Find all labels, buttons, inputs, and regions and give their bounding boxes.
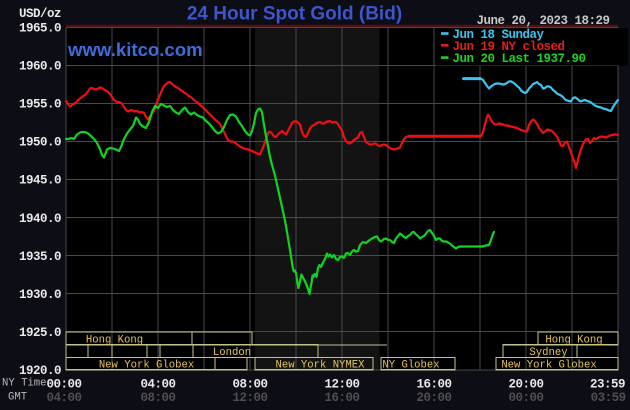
svg-text:12:00: 12:00 xyxy=(232,391,267,405)
svg-text:16:00: 16:00 xyxy=(416,378,451,392)
svg-text:New York NYMEX: New York NYMEX xyxy=(275,359,365,371)
svg-text:USD/oz: USD/oz xyxy=(19,7,61,21)
svg-text:www.kitco.com: www.kitco.com xyxy=(67,39,203,60)
svg-text:04:00: 04:00 xyxy=(46,391,81,405)
svg-text:Jun 19 NY closed: Jun 19 NY closed xyxy=(453,40,565,54)
svg-text:20:00: 20:00 xyxy=(416,391,451,405)
svg-text:1920.0: 1920.0 xyxy=(19,364,61,378)
svg-text:Hong Kong: Hong Kong xyxy=(86,335,143,347)
svg-text:23:59: 23:59 xyxy=(590,378,625,392)
svg-text:1955.0: 1955.0 xyxy=(19,98,61,112)
svg-text:08:00: 08:00 xyxy=(140,391,175,405)
svg-text:NY Time: NY Time xyxy=(2,378,47,390)
svg-text:16:00: 16:00 xyxy=(324,391,359,405)
svg-text:Jun 18 Sunday: Jun 18 Sunday xyxy=(453,28,545,42)
svg-text:NY Globex: NY Globex xyxy=(382,359,439,371)
svg-text:New York Globex: New York Globex xyxy=(99,359,194,371)
svg-text:June 20, 2023 18:29: June 20, 2023 18:29 xyxy=(477,14,610,28)
svg-text:GMT: GMT xyxy=(8,392,27,404)
svg-text:1925.0: 1925.0 xyxy=(19,326,61,340)
svg-text:00:00: 00:00 xyxy=(508,391,543,405)
svg-text:24 Hour Spot Gold (Bid): 24 Hour Spot Gold (Bid) xyxy=(187,3,402,24)
svg-text:08:00: 08:00 xyxy=(232,378,267,392)
svg-text:New York Globex: New York Globex xyxy=(501,359,596,371)
svg-text:1940.0: 1940.0 xyxy=(19,212,61,226)
svg-text:1960.0: 1960.0 xyxy=(19,60,61,74)
svg-text:Jun 20 Last 1937.90: Jun 20 Last 1937.90 xyxy=(453,52,586,66)
svg-text:London: London xyxy=(213,347,251,359)
svg-text:12:00: 12:00 xyxy=(324,378,359,392)
svg-text:1965.0: 1965.0 xyxy=(19,22,61,36)
svg-text:04:00: 04:00 xyxy=(140,378,175,392)
svg-text:1950.0: 1950.0 xyxy=(19,136,61,150)
svg-text:1945.0: 1945.0 xyxy=(19,174,61,188)
svg-text:Sydney: Sydney xyxy=(529,347,567,359)
svg-text:Hong Kong: Hong Kong xyxy=(545,335,602,347)
svg-text:20:00: 20:00 xyxy=(508,378,543,392)
svg-text:00:00: 00:00 xyxy=(46,378,81,392)
svg-text:1930.0: 1930.0 xyxy=(19,288,61,302)
svg-text:03:59: 03:59 xyxy=(591,391,626,405)
svg-text:1935.0: 1935.0 xyxy=(19,250,61,264)
